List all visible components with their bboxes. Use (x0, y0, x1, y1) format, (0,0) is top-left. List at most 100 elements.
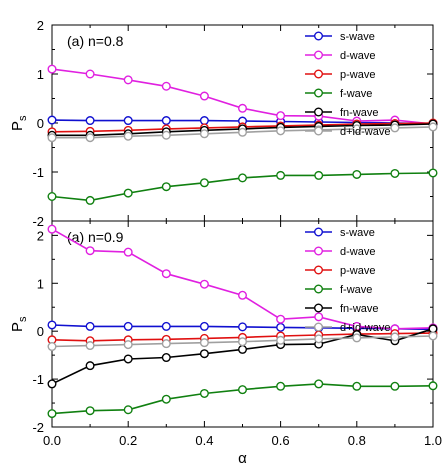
data-point (47, 409, 57, 419)
data-point (276, 322, 286, 332)
y-axis-label: Ps (9, 316, 29, 332)
data-point (276, 170, 286, 180)
legend-entry: d+id-wave (305, 322, 390, 334)
data-point (428, 381, 438, 391)
data-point (161, 339, 171, 349)
x-tick-label: 0.4 (195, 433, 213, 448)
data-point (199, 349, 209, 359)
data-point (237, 127, 247, 137)
data-point (237, 385, 247, 395)
panel-label: (a) n=0.8 (67, 33, 124, 49)
data-point (123, 188, 133, 198)
data-point (390, 332, 400, 342)
data-point (161, 321, 171, 331)
data-point (390, 168, 400, 178)
legend-entry: f-wave (305, 88, 372, 100)
x-tick-label: 0.0 (43, 433, 61, 448)
data-point (352, 381, 362, 391)
data-point (85, 246, 95, 256)
legend-marker (314, 265, 324, 275)
data-point (47, 64, 57, 74)
data-point (161, 130, 171, 140)
data-point (237, 337, 247, 347)
data-point (428, 324, 438, 334)
legend-label: s-wave (340, 227, 375, 239)
legend-label: d+id-wave (340, 322, 390, 334)
legend-entry: s-wave (305, 227, 375, 239)
data-point (85, 133, 95, 143)
data-point (199, 388, 209, 398)
legend-entry: p-wave (305, 69, 375, 81)
data-point (123, 405, 133, 415)
data-point (390, 123, 400, 133)
data-point (123, 116, 133, 126)
y-axis-label: Ps (9, 115, 29, 131)
x-tick-label: 0.8 (348, 433, 366, 448)
data-point (47, 224, 57, 234)
data-point (123, 131, 133, 141)
data-point (276, 381, 286, 391)
data-point (47, 115, 57, 125)
legend-label: d-wave (340, 246, 375, 258)
panel-label: (a) n=0.9 (67, 229, 124, 245)
series-f-wave (47, 168, 438, 205)
legend-marker (314, 284, 324, 294)
data-point (123, 340, 133, 350)
y-tick-label: -1 (32, 372, 44, 387)
legend-label: d+id-wave (340, 126, 390, 138)
legend-marker (314, 50, 324, 60)
data-point (161, 269, 171, 279)
data-point (123, 321, 133, 331)
data-point (199, 338, 209, 348)
data-point (314, 379, 324, 389)
data-point (199, 321, 209, 331)
data-point (199, 129, 209, 139)
data-point (276, 314, 286, 324)
legend-marker (314, 88, 324, 98)
legend-label: p-wave (340, 265, 375, 277)
data-point (161, 116, 171, 126)
legend-marker (314, 322, 324, 332)
y-tick-label: 0 (37, 116, 44, 131)
chart-panel-2: -2 -1 0 1 2 0.0 0.2 0.4 0.6 0.8 1.0 Ps α (a) n=0.9 s-w… (9, 220, 442, 467)
data-point (47, 133, 57, 143)
data-point (428, 122, 438, 132)
data-point (314, 312, 324, 322)
legend-entry: f-wave (305, 284, 372, 296)
legend-entry: p-wave (305, 265, 375, 277)
data-point (314, 170, 324, 180)
y-tick-label: 1 (37, 67, 44, 82)
y-tick-label: 1 (37, 276, 44, 291)
series-f-wave (47, 379, 438, 419)
data-point (123, 75, 133, 85)
legend-marker (314, 246, 324, 256)
legend-label: fn-wave (340, 107, 379, 119)
data-point (352, 333, 362, 343)
data-point (237, 322, 247, 332)
data-point (161, 353, 171, 363)
data-point (85, 116, 95, 126)
legend-entry: fn-wave (305, 303, 379, 315)
y-tick-label: -2 (32, 214, 44, 229)
series-d-wave (47, 224, 438, 334)
chart-panel-1: -2 -1 0 1 2 Ps (a) n=0.8 s-wave d-wave p-wave f-wa… (9, 18, 438, 229)
y-tick-label: 0 (37, 324, 44, 339)
series-d+id-wave (47, 331, 438, 352)
data-point (276, 335, 286, 345)
legend-marker (314, 227, 324, 237)
legend-marker (314, 107, 324, 117)
legend-label: d-wave (340, 50, 375, 62)
data-point (85, 321, 95, 331)
legend-entry: d-wave (305, 246, 375, 258)
data-point (428, 331, 438, 341)
y-tick-label: -2 (32, 420, 44, 435)
data-point (237, 173, 247, 183)
data-point (314, 334, 324, 344)
data-point (276, 126, 286, 136)
data-point (161, 81, 171, 91)
x-tick-label: 0.6 (272, 433, 290, 448)
legend-marker (314, 69, 324, 79)
legend-marker (314, 303, 324, 313)
data-point (123, 354, 133, 364)
